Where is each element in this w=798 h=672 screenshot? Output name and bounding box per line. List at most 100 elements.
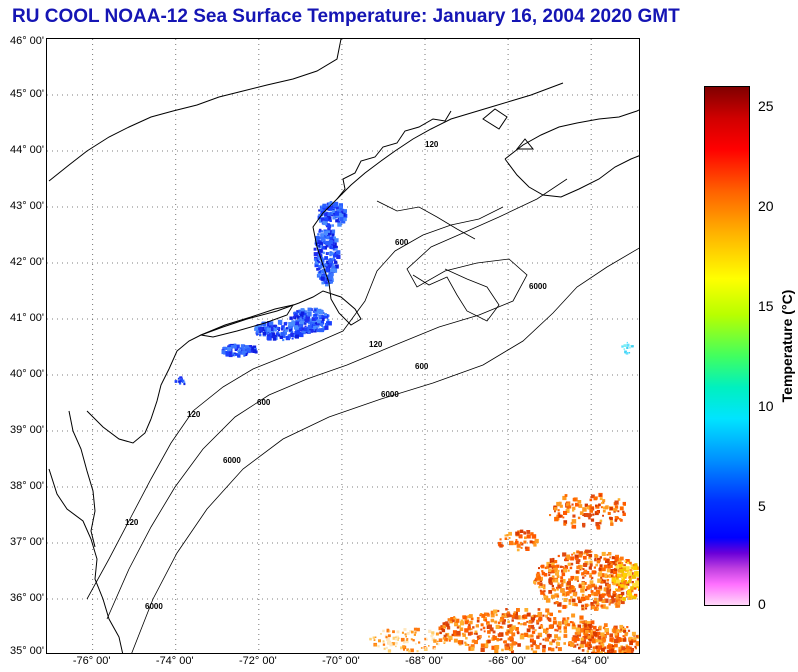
sst-pixel (587, 584, 592, 589)
sst-pixel (622, 501, 626, 506)
sst-pixel (534, 629, 537, 632)
sst-pixel (388, 630, 391, 633)
sst-pixel (509, 540, 514, 546)
sst-pixel (372, 636, 375, 639)
sst-pixel (243, 354, 246, 357)
sst-pixel (536, 621, 540, 625)
contour-label: 120 (369, 340, 383, 349)
sst-pixel (599, 497, 603, 501)
sst-pixel (630, 595, 634, 599)
chesapeake-bay (68, 410, 96, 548)
sst-pixel (314, 309, 317, 312)
sst-pixel (557, 636, 561, 641)
sst-pixel (512, 613, 516, 616)
sst-pixel (597, 587, 600, 590)
sst-pixel (314, 317, 319, 321)
sst-pixel (526, 612, 531, 617)
sst-pixel (517, 631, 520, 635)
sst-pixel (470, 628, 473, 631)
sst-pixel (401, 631, 404, 634)
sst-pixel (385, 636, 388, 639)
sst-pixel (635, 647, 637, 650)
sst-pixel (543, 628, 548, 633)
sst-pixel (620, 591, 625, 596)
sst-pixel (591, 625, 594, 628)
sst-pixel (249, 348, 253, 353)
sst-pixel (587, 635, 592, 639)
sst-pixel (252, 349, 257, 353)
sst-pixel (296, 329, 300, 333)
sst-pixel (508, 531, 512, 536)
sst-pixel (497, 633, 502, 637)
sst-pixel (613, 626, 616, 629)
sst-pixel (293, 325, 299, 330)
sst-pixel (327, 224, 332, 228)
sst-pixel (635, 581, 639, 586)
sst-pixel (539, 625, 544, 629)
sst-pixel (337, 219, 341, 223)
sst-pixel (513, 542, 517, 546)
sst-pixel (291, 330, 294, 333)
sst-pixel (285, 321, 288, 324)
sst-pixel (523, 622, 527, 626)
sst-pixel (602, 514, 604, 517)
sst-pixel (556, 588, 559, 591)
sst-pixel (547, 617, 552, 622)
sst-pixel (622, 510, 625, 513)
sst-pixel (551, 587, 555, 591)
sst-pixel (260, 324, 263, 327)
sst-pixel (244, 353, 248, 356)
sst-pixel (527, 634, 531, 638)
sst-pixel (607, 575, 610, 578)
sst-pixel (608, 603, 611, 606)
sst-pixel (631, 631, 636, 636)
sst-pixel (369, 637, 372, 641)
sst-pixel (580, 639, 585, 645)
sst-pixel (403, 628, 407, 631)
sst-pixel (492, 630, 496, 634)
sst-pixel (237, 354, 241, 358)
sst-pixel (287, 325, 292, 330)
sst-map[interactable]: 120 120 120 120 600 600 600 6000 6000 60… (47, 39, 640, 654)
sst-pixel (322, 240, 326, 244)
sst-pixel (587, 626, 590, 629)
sst-pixel (535, 644, 537, 646)
sst-pixel (607, 563, 611, 567)
sst-pixel (388, 634, 391, 638)
sst-pixel (315, 260, 319, 265)
sst-pixel (537, 581, 541, 585)
sst-pixel (596, 560, 601, 564)
sst-pixel (563, 620, 568, 624)
sst-pixel (318, 209, 321, 212)
sst-pixel (588, 516, 591, 520)
sst-pixel (443, 640, 446, 643)
sst-pixel (519, 529, 524, 533)
sst-pixel (582, 568, 585, 571)
sst-pixel (551, 558, 554, 561)
sst-pixel (614, 556, 619, 561)
sst-pixel (581, 572, 585, 576)
sst-pixel (258, 327, 263, 332)
sst-pixel (505, 631, 509, 635)
sst-pixel (325, 281, 328, 284)
sst-pixel (266, 336, 271, 340)
sst-pixel (541, 564, 545, 568)
sst-pixel (591, 507, 595, 511)
sst-pixel (548, 647, 552, 651)
sst-pixel (525, 645, 530, 650)
sst-pixel (601, 501, 604, 505)
sst-pixel (499, 638, 501, 641)
sst-pixel (625, 644, 628, 647)
sst-pixel (607, 511, 611, 515)
sst-pixel (529, 626, 532, 630)
map-panel[interactable]: 120 120 120 120 600 600 600 6000 6000 60… (46, 38, 640, 654)
latitude-label: 41° 00' (9, 312, 44, 324)
sst-pixel (595, 563, 598, 567)
sst-pixel (606, 649, 611, 653)
sst-pixel (174, 380, 178, 383)
sst-pixel (599, 556, 602, 559)
sst-pixel (583, 598, 586, 601)
sst-pixel (568, 602, 572, 605)
sst-pixel (258, 331, 262, 334)
sst-pixel (387, 649, 392, 653)
